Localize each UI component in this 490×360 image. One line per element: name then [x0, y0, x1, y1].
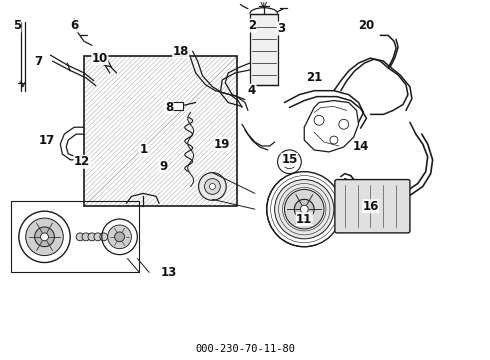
Bar: [84, 56, 237, 206]
Text: 4: 4: [248, 84, 256, 97]
Circle shape: [94, 233, 102, 241]
Text: 16: 16: [362, 200, 379, 213]
Circle shape: [76, 233, 84, 241]
Text: 12: 12: [74, 155, 90, 168]
Text: 3: 3: [277, 22, 286, 35]
Circle shape: [274, 180, 334, 239]
Circle shape: [100, 233, 108, 241]
Circle shape: [300, 205, 308, 213]
FancyBboxPatch shape: [335, 180, 410, 233]
Bar: [250, 14, 278, 85]
Text: 17: 17: [38, 134, 54, 147]
Text: 11: 11: [296, 212, 313, 226]
Circle shape: [41, 233, 49, 241]
Text: 6: 6: [70, 19, 78, 32]
Circle shape: [108, 225, 131, 249]
Circle shape: [285, 189, 324, 229]
Bar: [11, 201, 139, 273]
Text: 21: 21: [306, 71, 322, 84]
Circle shape: [88, 233, 96, 241]
Circle shape: [35, 227, 54, 247]
Text: 14: 14: [352, 140, 369, 153]
Text: 20: 20: [358, 19, 374, 32]
Text: 9: 9: [159, 160, 167, 173]
Text: 5: 5: [13, 19, 21, 32]
Text: 7: 7: [34, 55, 43, 68]
Text: 000-230-70-11-80: 000-230-70-11-80: [195, 345, 295, 354]
Text: 10: 10: [92, 51, 108, 64]
Text: 19: 19: [214, 138, 230, 150]
Text: 8: 8: [165, 101, 173, 114]
Circle shape: [209, 184, 216, 189]
Circle shape: [294, 199, 314, 219]
Circle shape: [204, 179, 220, 194]
Text: 1: 1: [139, 143, 147, 157]
Circle shape: [26, 218, 63, 256]
Circle shape: [82, 233, 90, 241]
Circle shape: [115, 232, 124, 242]
Text: 18: 18: [172, 45, 189, 58]
Circle shape: [287, 159, 293, 165]
Bar: [169, 102, 183, 111]
Circle shape: [198, 173, 226, 200]
Text: 2: 2: [248, 19, 256, 32]
Text: 13: 13: [161, 266, 177, 279]
Text: 15: 15: [281, 153, 297, 166]
